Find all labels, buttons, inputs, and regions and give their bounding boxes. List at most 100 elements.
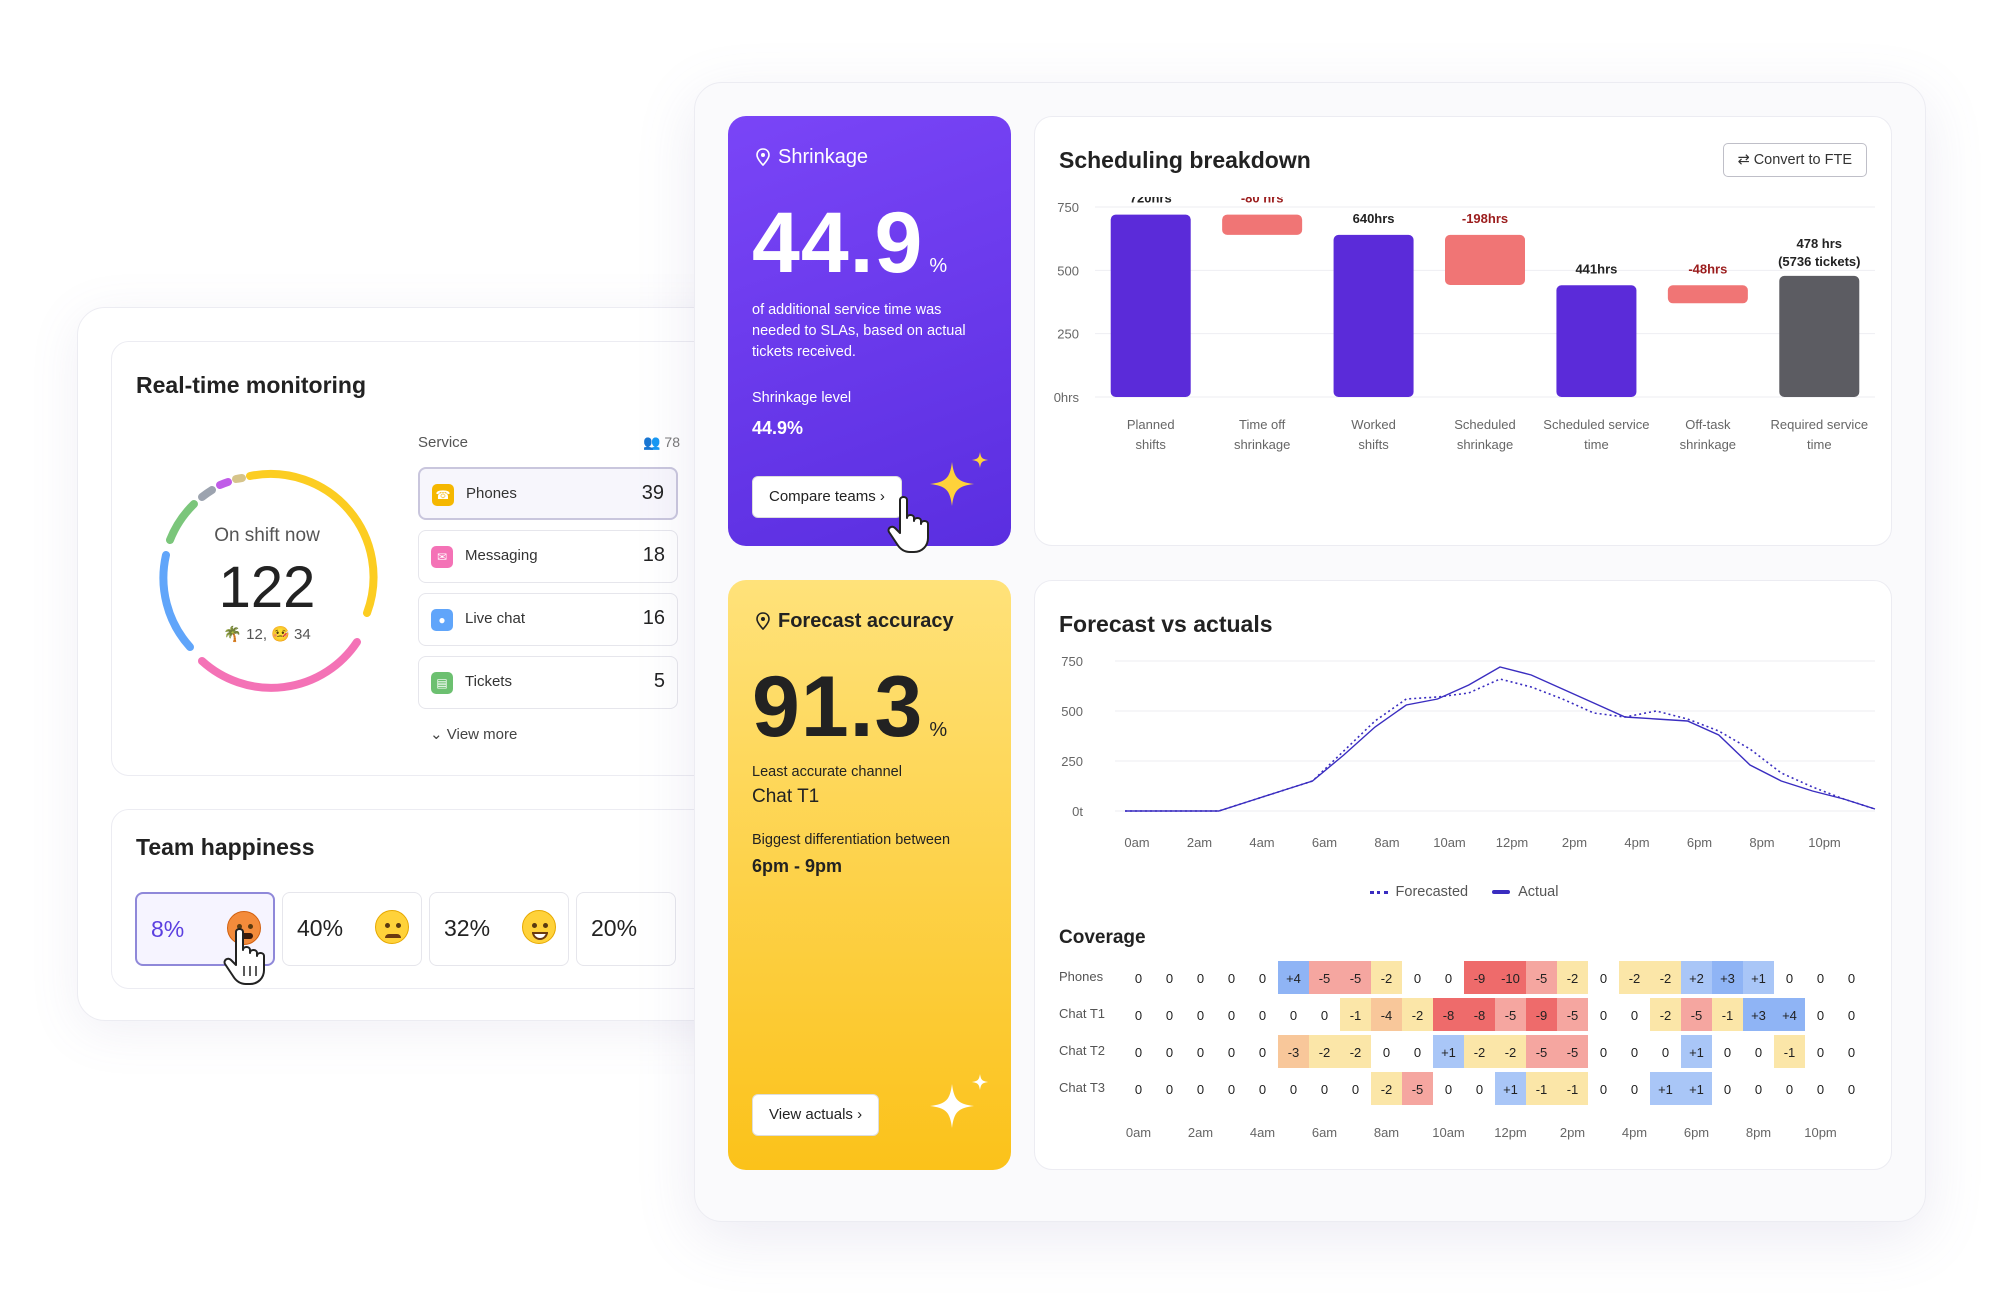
bar-1 <box>1222 214 1303 235</box>
coverage-heatmap: Phones 0 0 0 0 0 +4 -5 -5 -2 0 0 -9 -10 -5 -2 0 -2 -2 +2 +3 +… <box>1059 961 1867 1140</box>
scheduling-bar-chart: 0hrs 250 500 750 720hrs Planned shifts -80 hrs T… <box>1054 197 1875 452</box>
coverage-cell <box>1495 961 1526 994</box>
x-tick-label: Scheduled service <box>1543 417 1649 432</box>
row-label: Chat T1 <box>1059 1006 1105 1021</box>
coverage-cell <box>1619 1035 1650 1068</box>
bar-3 <box>1445 234 1525 286</box>
x-tick-label: 8am <box>1374 835 1399 850</box>
coverage-value: 0 <box>1600 1008 1607 1023</box>
mood-tile-star[interactable]: 20% <box>576 892 676 966</box>
mood-tile-sad[interactable]: 40% <box>282 892 422 966</box>
coverage-cell <box>1123 1072 1154 1105</box>
coverage-value: -1 <box>1784 1045 1796 1060</box>
coverage-cell <box>1464 1072 1495 1105</box>
coverage-cell <box>1247 998 1278 1031</box>
coverage-value: -5 <box>1505 1008 1517 1023</box>
coverage-cell <box>1340 1072 1371 1105</box>
x-tick-label: shifts <box>1358 437 1389 452</box>
on-shift-label: On shift now <box>214 525 320 546</box>
coverage-cell <box>1712 961 1743 994</box>
coverage-value: 0 <box>1135 1045 1142 1060</box>
coverage-value: +1 <box>1441 1045 1456 1060</box>
bar-2 <box>1333 234 1414 397</box>
coverage-cell <box>1433 998 1464 1031</box>
coverage-value: -10 <box>1501 971 1520 986</box>
sparkle-icon <box>930 1074 988 1128</box>
sparkle-icon <box>930 452 988 506</box>
x-tick-label: Scheduled <box>1454 417 1515 432</box>
service-name: Phones <box>466 485 517 502</box>
coverage-cell <box>1464 961 1495 994</box>
coverage-value: 0 <box>1817 1045 1824 1060</box>
coverage-value: 0 <box>1197 1082 1204 1097</box>
coverage-cell <box>1464 1035 1495 1068</box>
service-row-phones[interactable]: ☎ Phones 39 <box>418 467 678 520</box>
forecast-accuracy-value: 91.3% <box>752 658 948 757</box>
coverage-value: 0 <box>1321 1082 1328 1097</box>
service-header: Service 👥 78 <box>418 434 680 451</box>
x-tick-label: 4pm <box>1622 1125 1647 1140</box>
coverage-cell <box>1464 998 1495 1031</box>
coverage-cell <box>1526 1072 1557 1105</box>
coverage-cell <box>1588 1035 1619 1068</box>
compare-teams-button[interactable]: Compare teams › <box>752 476 902 518</box>
x-tick-label: 8am <box>1374 1125 1399 1140</box>
service-row-messaging[interactable]: ✉ Messaging 18 <box>418 530 678 583</box>
coverage-cell <box>1836 961 1867 994</box>
donut-segment-livechat <box>159 551 194 651</box>
x-tick-label: shifts <box>1136 437 1167 452</box>
convert-to-fte-button[interactable]: ⇄ Convert to FTE <box>1722 143 1867 177</box>
x-tick-label: 2pm <box>1560 1125 1585 1140</box>
bar-value-label: 720hrs <box>1130 197 1172 206</box>
coverage-value: 0 <box>1755 1082 1762 1097</box>
coverage-cell <box>1216 1072 1247 1105</box>
coverage-value: 0 <box>1135 1008 1142 1023</box>
view-more-label: View more <box>446 726 518 743</box>
row-label: Chat T3 <box>1059 1080 1105 1095</box>
coverage-value: -2 <box>1474 1045 1486 1060</box>
convert-to-fte-label: Convert to FTE <box>1753 152 1852 168</box>
x-tick-label: 6am <box>1312 1125 1337 1140</box>
coverage-cell <box>1557 1035 1588 1068</box>
coverage-cell <box>1371 1035 1402 1068</box>
coverage-cell <box>1154 961 1185 994</box>
view-actuals-button[interactable]: View actuals › <box>752 1094 880 1136</box>
shrinkage-level-label: Shrinkage level <box>752 390 852 406</box>
coverage-value: 0 <box>1290 1082 1297 1097</box>
coverage-cell <box>1712 1072 1743 1105</box>
mood-value: 40% <box>297 915 344 941</box>
bar-5 <box>1667 285 1748 304</box>
coverage-cell <box>1278 1072 1309 1105</box>
forecast-accuracy-title: Forecast accuracy <box>778 610 954 632</box>
bar-value-label: 441hrs <box>1575 261 1617 276</box>
service-row-tickets[interactable]: ▤ Tickets 5 <box>418 656 678 709</box>
coverage-cell <box>1216 1035 1247 1068</box>
coverage-value: 0 <box>1848 971 1855 986</box>
hand-cursor-icon <box>887 496 929 553</box>
shrinkage-description: of additional service time was needed to… <box>752 302 966 360</box>
coverage-value: +1 <box>1751 971 1766 986</box>
y-tick-label: 250 <box>1061 754 1083 769</box>
view-more-link[interactable]: ⌄ View more <box>430 725 517 743</box>
coverage-value: 0 <box>1476 1082 1483 1097</box>
coverage-cell <box>1278 961 1309 994</box>
coverage-value: 0 <box>1662 1045 1669 1060</box>
coverage-cell <box>1123 1035 1154 1068</box>
coverage-value: 0 <box>1724 1082 1731 1097</box>
coverage-value: -9 <box>1536 1008 1548 1023</box>
coverage-value: -2 <box>1505 1045 1517 1060</box>
coverage-cell <box>1619 1072 1650 1105</box>
service-row-livechat[interactable]: ● Live chat 16 <box>418 593 678 646</box>
coverage-cell <box>1526 998 1557 1031</box>
phone-icon: ☎ <box>432 484 454 506</box>
coverage-cell <box>1836 1072 1867 1105</box>
chevron-down-icon: ⌄ <box>430 726 443 743</box>
coverage-cell <box>1774 1072 1805 1105</box>
location-pin-icon <box>756 148 770 166</box>
coverage-value: 0 <box>1166 1045 1173 1060</box>
mood-tile-grin[interactable]: 32% <box>429 892 569 966</box>
coverage-cell <box>1123 961 1154 994</box>
x-tick-label: 6am <box>1312 835 1337 850</box>
shrinkage-title: Shrinkage <box>778 146 869 168</box>
x-tick-label: 10am <box>1432 1125 1465 1140</box>
